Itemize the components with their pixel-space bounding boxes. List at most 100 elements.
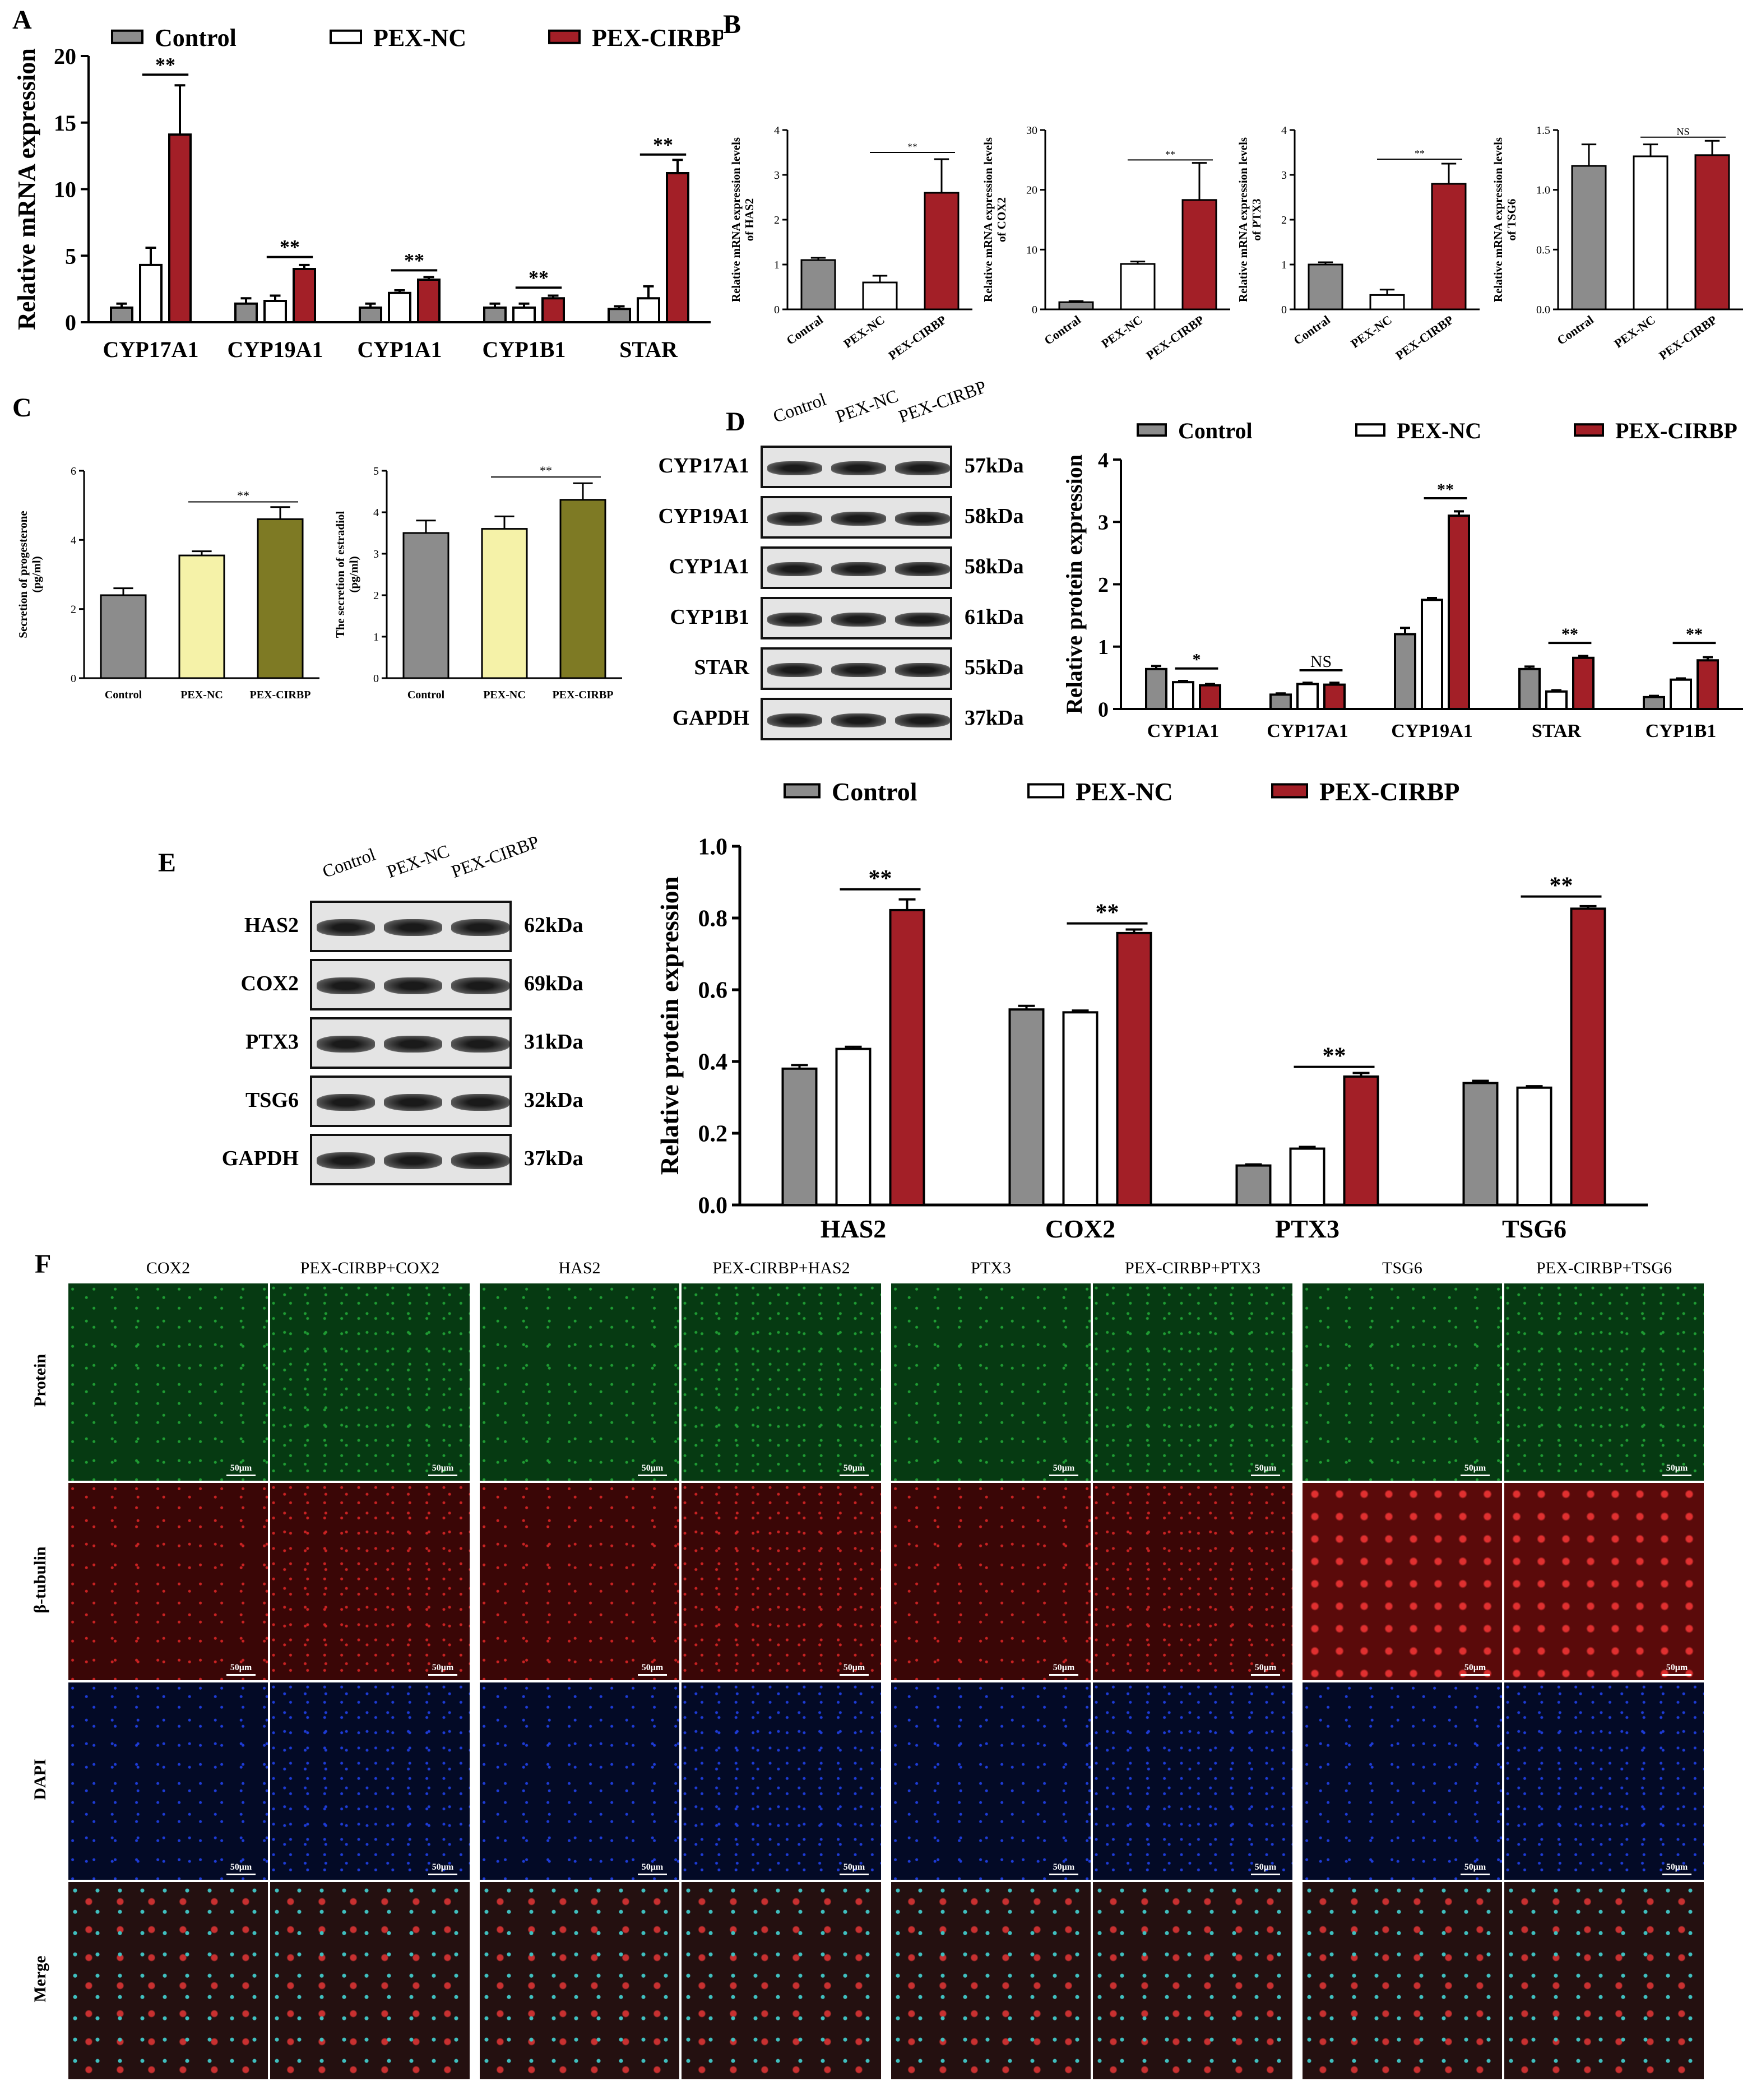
micrograph-protein-8: 50μm (1504, 1283, 1704, 1481)
blot-band (384, 919, 442, 936)
legend-label: Control (155, 24, 237, 52)
panel-label-b: B (723, 10, 741, 39)
y-axis-label: Relative mRNA expression levels (1491, 137, 1505, 302)
y-axis-label: Relative protein expression (655, 877, 684, 1175)
bar (1145, 667, 1167, 710)
y-tick-label: 5 (65, 243, 76, 268)
scale-bar: 50μm (1049, 1663, 1078, 1676)
scale-bar: 50μm (1461, 1463, 1490, 1476)
bar (835, 1047, 872, 1206)
bar (1323, 683, 1346, 710)
blot-column-label: Control (319, 843, 378, 882)
y-tick-label: 4 (774, 124, 780, 137)
y-tick-label: 1 (1281, 259, 1287, 271)
y-axis-label: Relative mRNA expression (13, 48, 40, 330)
blot-row-label: STAR (694, 656, 749, 679)
blot-row-label: CYP17A1 (658, 454, 749, 478)
micrograph-column-title: PEX-CIRBP+COX2 (300, 1259, 440, 1277)
category-label: PEX-CIRBP (1656, 313, 1719, 363)
micrograph-row-label: DAPI (31, 1759, 49, 1800)
category-label: CYP1A1 (357, 337, 442, 362)
y-tick-label: 1.5 (1536, 124, 1550, 137)
blot-band (384, 1036, 442, 1053)
blot-strip (310, 1134, 512, 1185)
blot-kda-label: 62kDa (524, 914, 583, 937)
y-tick-label: 0 (774, 304, 780, 316)
category-label: PEX-NC (1348, 313, 1394, 351)
chart-b-cox2: 0 10 20 30 Relative mRNA expression levels of… (981, 124, 1230, 363)
category-label: TSG6 (1502, 1214, 1566, 1243)
scale-bar-label: 50μm (230, 1862, 252, 1872)
y-tick-label: 20 (1026, 184, 1037, 197)
blot-row-label: CYP1A1 (669, 555, 749, 578)
blot-strip (310, 1076, 512, 1127)
category-label: CYP1A1 (1147, 721, 1219, 741)
blot-band (317, 977, 375, 994)
scale-bar: 50μm (1662, 1862, 1691, 1875)
blot-row-label: CYP19A1 (658, 504, 749, 528)
legend-swatch (1271, 783, 1308, 799)
scale-bar: 50μm (638, 1862, 667, 1875)
y-axis-label: The secretion of estradiol (333, 511, 347, 638)
scale-bar-label: 50μm (1053, 1463, 1075, 1473)
bar (139, 263, 163, 323)
micrograph-merge-8 (1504, 1882, 1704, 2079)
y-axis-label-line2: of COX2 (995, 197, 1008, 242)
scale-bar: 50μm (638, 1463, 667, 1476)
significance-mark: ** (1550, 873, 1573, 899)
micrograph-dapi-7: 50μm (1303, 1682, 1502, 1880)
blot-kda-label: 55kDa (965, 656, 1024, 679)
legend-label: PEX-NC (1076, 777, 1173, 806)
scale-bar: 50μm (226, 1862, 256, 1875)
y-axis-label: Secretion of progesterone (16, 511, 30, 638)
micrograph-protein-1: 50μm (68, 1283, 268, 1481)
scale-bar-label: 50μm (1254, 1663, 1277, 1672)
scale-bar-label: 50μm (1666, 1463, 1688, 1473)
blot-kda-label: 57kDa (965, 454, 1024, 478)
category-label: Control (407, 689, 445, 701)
bar (1296, 683, 1319, 710)
blot-band (767, 713, 822, 727)
y-tick-label: 0 (1098, 698, 1109, 721)
y-axis-label-line2: (pg/ml) (30, 556, 43, 592)
scale-bar: 50μm (1461, 1862, 1490, 1875)
legend-label: Control (832, 777, 917, 806)
bar (1343, 1075, 1379, 1206)
bar (608, 308, 631, 323)
y-tick-label: 4 (71, 534, 76, 546)
blot-band (767, 562, 822, 576)
micrograph-row-label: β-tubulin (31, 1546, 49, 1614)
scale-bar-label: 50μm (230, 1463, 252, 1473)
category-label: STAR (1532, 721, 1582, 741)
micrograph-column-title: PEX-CIRBP+TSG6 (1536, 1259, 1672, 1277)
micrograph-column-title: TSG6 (1382, 1259, 1422, 1277)
scale-bar-label: 50μm (1254, 1862, 1277, 1872)
micrograph-merge-4 (682, 1882, 881, 2079)
y-axis-label-line2: of HAS2 (743, 198, 756, 241)
y-tick-label: 3 (1098, 511, 1109, 535)
category-label: CYP19A1 (1391, 721, 1472, 741)
scale-bar: 50μm (840, 1862, 869, 1875)
chart-d-protein: 0 1 2 3 4 Relative protein expression CYP1A1 CY… (1062, 418, 1743, 741)
blot-band (451, 1036, 509, 1053)
scale-bar: 50μm (840, 1663, 869, 1676)
scale-bar: 50μm (1662, 1663, 1691, 1676)
blot-strip (761, 446, 952, 488)
micrograph-column-title: HAS2 (558, 1259, 601, 1277)
micrograph-column-title: COX2 (146, 1259, 191, 1277)
bar (168, 133, 192, 323)
bar (512, 306, 536, 323)
scale-bar: 50μm (840, 1463, 869, 1476)
scale-bar: 50μm (1662, 1463, 1691, 1476)
y-tick-label: 10 (54, 177, 76, 202)
bar (637, 297, 660, 323)
bar (1369, 294, 1405, 310)
scale-bar: 50μm (428, 1663, 457, 1676)
blot-band (384, 1152, 442, 1169)
blot-band (384, 1094, 442, 1111)
bar (924, 192, 960, 310)
scale-bar-label: 50μm (641, 1463, 664, 1473)
micrograph-protein-6: 50μm (1093, 1283, 1292, 1481)
y-tick-label: 2 (373, 590, 379, 602)
legend-label: Control (1178, 418, 1253, 443)
